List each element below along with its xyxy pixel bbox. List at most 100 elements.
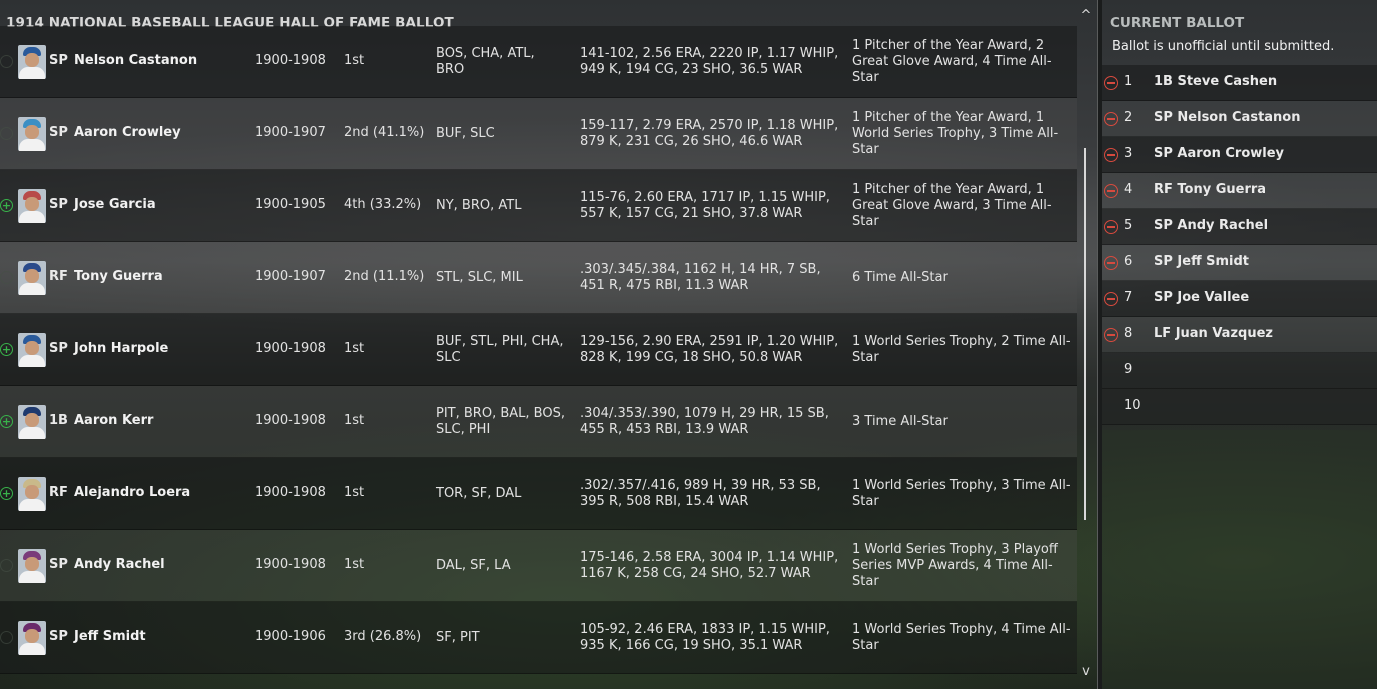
ballot-slot[interactable]: 5 SP Andy Rachel	[1102, 209, 1377, 245]
ballot-slot[interactable]: 9	[1102, 353, 1377, 389]
player-teams: STL, SLC, MIL	[436, 270, 523, 285]
ballot-note: Ballot is unofficial until submitted.	[1112, 39, 1335, 54]
remove-circle-icon[interactable]	[1104, 76, 1118, 90]
ballot-slot-player[interactable]: 1B Steve Cashen	[1154, 74, 1278, 89]
candidate-row[interactable]: + SP Jeff Smidt 1900-1906 3rd (26.8%) SF…	[0, 602, 1077, 674]
remove-circle-icon[interactable]	[1104, 148, 1118, 162]
scrollbar-thumb[interactable]	[1084, 148, 1086, 520]
ballot-slot-player[interactable]: SP Jeff Smidt	[1154, 254, 1250, 269]
candidate-row[interactable]: + SP John Harpole 1900-1908 1st BUF, STL…	[0, 314, 1077, 386]
add-circle-icon: +	[0, 55, 13, 68]
add-circle-icon[interactable]: +	[0, 199, 13, 212]
ballot-slot-number: 6	[1124, 254, 1133, 269]
ballot-slot[interactable]: 1 1B Steve Cashen	[1102, 65, 1377, 101]
ballot-slot-player[interactable]: SP Andy Rachel	[1154, 218, 1269, 233]
ballot-status: 1st	[344, 557, 365, 572]
ballot-slot[interactable]: 6 SP Jeff Smidt	[1102, 245, 1377, 281]
player-teams: BUF, SLC	[436, 126, 495, 141]
ballot-slot[interactable]: 3 SP Aaron Crowley	[1102, 137, 1377, 173]
candidate-row[interactable]: + SP Aaron Crowley 1900-1907 2nd (41.1%)…	[0, 98, 1077, 170]
ballot-status: 1st	[344, 53, 365, 68]
ballot-slot-number: 5	[1124, 218, 1133, 233]
panel-divider	[1097, 0, 1102, 689]
ballot-slot-number: 3	[1124, 146, 1133, 161]
add-circle-icon[interactable]: +	[0, 487, 13, 500]
player-avatar	[18, 261, 46, 295]
remove-circle-icon[interactable]	[1104, 112, 1118, 126]
add-circle-icon: +	[0, 631, 13, 644]
player-name-link[interactable]: Jeff Smidt	[74, 629, 146, 644]
player-name-link[interactable]: Andy Rachel	[74, 557, 165, 572]
player-stats: .302/.357/.416, 989 H, 39 HR, 53 SB, 395…	[580, 478, 821, 509]
player-stats: 175-146, 2.58 ERA, 3004 IP, 1.14 WHIP, 1…	[580, 550, 839, 581]
player-position: RF	[49, 485, 68, 500]
ballot-slot-number: 1	[1124, 74, 1133, 89]
remove-circle-icon[interactable]	[1104, 184, 1118, 198]
ballot-slot[interactable]: 4 RF Tony Guerra	[1102, 173, 1377, 209]
ballot-slot-player[interactable]: LF Juan Vazquez	[1154, 326, 1273, 341]
candidate-panel: 1914 NATIONAL BASEBALL LEAGUE HALL OF FA…	[0, 15, 1077, 689]
scroll-up-icon[interactable]: ^	[1080, 8, 1092, 23]
remove-circle-icon[interactable]	[1104, 328, 1118, 342]
player-avatar	[18, 45, 46, 79]
player-teams: PIT, BRO, BAL, BOS, SLC, PHI	[436, 406, 565, 437]
player-position: 1B	[49, 413, 68, 428]
player-stats: 105-92, 2.46 ERA, 1833 IP, 1.15 WHIP, 93…	[580, 622, 830, 653]
candidate-row[interactable]: + RF Tony Guerra 1900-1907 2nd (11.1%) S…	[0, 242, 1077, 314]
ballot-slot[interactable]: 8 LF Juan Vazquez	[1102, 317, 1377, 353]
ballot-slot[interactable]: 7 SP Joe Vallee	[1102, 281, 1377, 317]
ballot-status: 4th (33.2%)	[344, 197, 422, 212]
candidate-row[interactable]: + SP Andy Rachel 1900-1908 1st DAL, SF, …	[0, 530, 1077, 602]
player-awards: 1 World Series Trophy, 4 Time All-Star	[852, 622, 1071, 653]
candidate-row[interactable]: + SP Jose Garcia 1900-1905 4th (33.2%) N…	[0, 170, 1077, 242]
add-circle-icon: +	[0, 271, 13, 284]
ballot-panel-background	[1102, 430, 1377, 689]
player-avatar	[18, 117, 46, 151]
ballot-slot-player[interactable]: SP Joe Vallee	[1154, 290, 1250, 305]
player-name-link[interactable]: Alejandro Loera	[74, 485, 191, 500]
ballot-slot-player[interactable]: RF Tony Guerra	[1154, 182, 1267, 197]
ballot-slot[interactable]: 2 SP Nelson Castanon	[1102, 101, 1377, 137]
player-position: RF	[49, 269, 68, 284]
player-teams: SF, PIT	[436, 630, 480, 645]
ballot-slot-number: 7	[1124, 290, 1133, 305]
player-position: SP	[49, 53, 68, 68]
player-position: SP	[49, 125, 68, 140]
player-avatar	[18, 477, 46, 511]
player-years: 1900-1907	[255, 269, 326, 284]
player-position: SP	[49, 557, 68, 572]
candidate-row[interactable]: + 1B Aaron Kerr 1900-1908 1st PIT, BRO, …	[0, 386, 1077, 458]
player-name-link[interactable]: Jose Garcia	[74, 197, 156, 212]
player-position: SP	[49, 197, 68, 212]
ballot-status: 1st	[344, 485, 365, 500]
ballot-slot-number: 2	[1124, 110, 1133, 125]
ballot-slot-player[interactable]: SP Aaron Crowley	[1154, 146, 1285, 161]
player-name-link[interactable]: Nelson Castanon	[74, 53, 198, 68]
candidate-row[interactable]: + RF Alejandro Loera 1900-1908 1st TOR, …	[0, 458, 1077, 530]
player-name-link[interactable]: Aaron Kerr	[74, 413, 154, 428]
player-years: 1900-1907	[255, 125, 326, 140]
player-avatar	[18, 621, 46, 655]
scroll-down-icon[interactable]: v	[1082, 664, 1090, 679]
remove-circle-icon[interactable]	[1104, 256, 1118, 270]
player-avatar	[18, 333, 46, 367]
player-name-link[interactable]: Aaron Crowley	[74, 125, 181, 140]
remove-circle-icon[interactable]	[1104, 292, 1118, 306]
ballot-slot[interactable]: 10	[1102, 389, 1377, 425]
player-name-link[interactable]: Tony Guerra	[74, 269, 163, 284]
player-stats: 129-156, 2.90 ERA, 2591 IP, 1.20 WHIP, 8…	[580, 334, 839, 365]
player-years: 1900-1906	[255, 629, 326, 644]
add-circle-icon[interactable]: +	[0, 343, 13, 356]
candidate-list[interactable]: + SP Nelson Castanon 1900-1908 1st BOS, …	[0, 26, 1077, 689]
player-avatar	[18, 189, 46, 223]
remove-circle-icon[interactable]	[1104, 220, 1118, 234]
player-name-link[interactable]: John Harpole	[74, 341, 169, 356]
ballot-status: 2nd (41.1%)	[344, 125, 425, 140]
player-stats: .303/.345/.384, 1162 H, 14 HR, 7 SB, 451…	[580, 262, 821, 293]
candidate-row[interactable]: + SP Nelson Castanon 1900-1908 1st BOS, …	[0, 26, 1077, 98]
ballot-status: 2nd (11.1%)	[344, 269, 425, 284]
add-circle-icon[interactable]: +	[0, 415, 13, 428]
player-awards: 1 Pitcher of the Year Award, 1 Great Glo…	[852, 182, 1052, 229]
player-years: 1900-1908	[255, 53, 326, 68]
ballot-slot-player[interactable]: SP Nelson Castanon	[1154, 110, 1301, 125]
